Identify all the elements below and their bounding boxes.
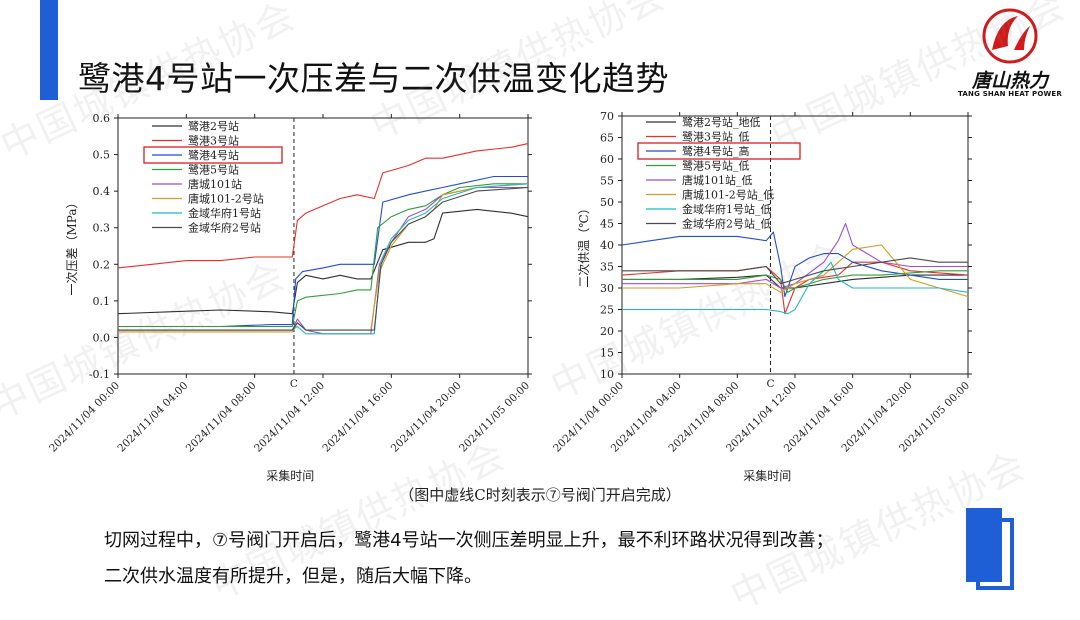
chart-1-ytick-label: 0.0 xyxy=(93,331,111,344)
chart-2-ytick-label: 70 xyxy=(600,110,614,123)
chart-1-event-label: C xyxy=(290,378,298,390)
chart-1-ylabel: 一次压差（MPa） xyxy=(65,197,79,296)
chart-2-ytick-label: 30 xyxy=(600,282,614,295)
chart-1-series-line xyxy=(117,208,529,315)
page-title: 鹭港4号站一次压差与二次供温变化趋势 xyxy=(78,59,669,98)
chart-2-legend-label: 鹭港5号站_低 xyxy=(682,159,750,173)
chart-2-legend-label: 鹭港3号站_低 xyxy=(682,130,750,144)
company-logo: 唐山热力 TANG SHAN HEAT POWER xyxy=(958,6,1062,98)
chart-2-ytick-label: 20 xyxy=(600,325,614,338)
chart-2-ytick-label: 10 xyxy=(600,368,614,381)
chart-2-xlabel: 采集时间 xyxy=(743,468,791,483)
chart-2-ytick-label: 55 xyxy=(600,175,614,188)
body-text-line-1: 切网过程中，⑦号阀门开启后，鹭港4号站一次侧压差明显上升，最不利环路状况得到改善… xyxy=(104,530,834,551)
chart-2-legend-label: 唐城101站_低 xyxy=(682,173,753,187)
chart-1-legend-label: 鹭港2号站 xyxy=(188,119,239,133)
chart-1-ytick-label: 0.6 xyxy=(93,112,111,125)
chart-1-ytick-label: 0.5 xyxy=(93,149,111,162)
chart-2-ytick-label: 25 xyxy=(600,304,614,317)
chart-2-legend-label: 金域华府2号站_低 xyxy=(682,217,772,231)
body-text-line-2: 二次供水温度有所提升，但是，随后大幅下降。 xyxy=(104,566,482,587)
chart-1-xtick-label: 2024/11/04 16:00 xyxy=(320,380,395,455)
chart-2-series-line xyxy=(622,270,968,293)
chart-2-ytick-label: 15 xyxy=(600,347,614,360)
chart-2-legend-highlight-box xyxy=(637,142,801,160)
chart-1-ytick-label: 0.1 xyxy=(93,295,111,308)
title-accent-bar xyxy=(40,0,58,100)
chart-1-series-line xyxy=(118,183,528,328)
chart-2-plot-frame xyxy=(621,115,969,375)
chart-1-series-line xyxy=(117,143,529,269)
chart-2-ytick-label: 45 xyxy=(600,218,614,231)
chart-1-xtick-label: 2024/11/04 04:00 xyxy=(115,380,190,455)
chart-1-ytick-label: -0.1 xyxy=(89,368,110,381)
corner-decoration-frame xyxy=(976,518,1014,590)
chart-2-legend-label: 鹭港4号站_高 xyxy=(682,144,750,158)
chart-1-legend-label: 唐城101-2号站 xyxy=(188,192,264,206)
chart-2-series-line xyxy=(622,244,969,298)
chart-1-xtick-label: 2024/11/05 00:00 xyxy=(457,380,532,455)
logo-subtitle: TANG SHAN HEAT POWER xyxy=(958,90,1063,98)
chart-2-series-line xyxy=(621,231,968,298)
chart-2-ytick-label: 50 xyxy=(600,196,614,209)
chart-1-xlabel: 采集时间 xyxy=(266,468,314,483)
chart-1-plot-frame xyxy=(117,117,529,375)
chart-2-ylabel: 二次供温（℃） xyxy=(577,202,591,287)
chart-1-legend-label: 金域华府2号站 xyxy=(188,221,261,235)
chart-1-legend-label: 金域华府1号站 xyxy=(188,206,261,220)
chart-1-xtick-label: 2024/11/04 00:00 xyxy=(47,380,122,455)
chart-1-legend-highlight-box xyxy=(143,146,283,164)
chart-1-ytick-label: 0.4 xyxy=(93,185,111,198)
chart-1-ytick-label: 0.2 xyxy=(93,258,111,271)
chart-2-legend-label: 唐城101-2号站_低 xyxy=(682,188,774,202)
chart-1-xtick-label: 2024/11/04 20:00 xyxy=(389,380,464,455)
chart-2-ytick-label: 35 xyxy=(600,261,614,274)
chart-1-legend-label: 唐城101站 xyxy=(188,177,242,191)
chart-2-event-label: C xyxy=(766,378,774,390)
chart-1-xtick-label: 2024/11/04 12:00 xyxy=(252,380,327,455)
chart-1-legend-label: 鹭港5号站 xyxy=(188,163,239,177)
chart-1-ytick-label: 0.3 xyxy=(93,222,111,235)
chart-2-series-line xyxy=(622,222,968,289)
chart-2-ytick-label: 60 xyxy=(600,153,614,166)
chart-1-series-line xyxy=(118,186,529,331)
chart-caption: （图中虚线C时刻表示⑦号阀门开启完成） xyxy=(399,486,681,504)
chart-1-legend-label: 鹭港4号站 xyxy=(188,148,239,162)
chart-2-ytick-label: 40 xyxy=(600,239,614,252)
chart-2-legend-label: 鹭港2号站_地低 xyxy=(682,115,761,129)
chart-1-series-line xyxy=(118,175,528,328)
logo-brand-text: 唐山热力 xyxy=(971,70,1048,92)
chart-1-xtick-label: 2024/11/04 08:00 xyxy=(184,380,259,455)
logo-emblem-icon xyxy=(982,8,1038,64)
chart-2-legend-label: 金域华府1号站_低 xyxy=(682,202,772,216)
chart-2-series-line xyxy=(622,261,969,315)
chart-2-series-line xyxy=(622,257,968,285)
chart-1-legend-label: 鹭港3号站 xyxy=(188,134,239,148)
chart-2-ytick-label: 65 xyxy=(600,132,614,145)
